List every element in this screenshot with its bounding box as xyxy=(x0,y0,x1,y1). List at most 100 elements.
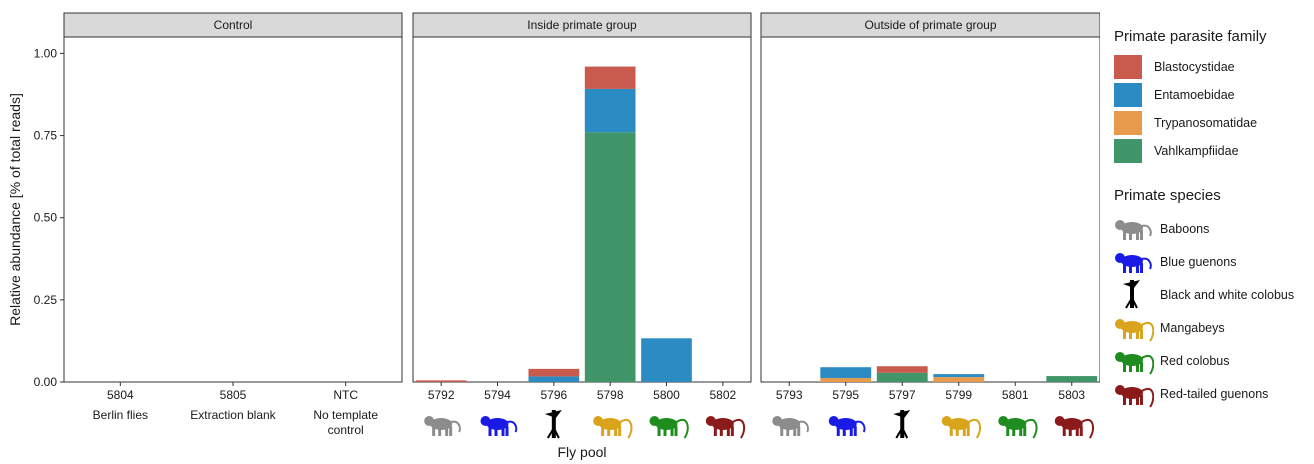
monkey-leg xyxy=(488,426,492,436)
monkey-head xyxy=(593,416,604,426)
monkey-tail xyxy=(732,419,746,439)
monkey-tail xyxy=(450,420,461,433)
bar-entamoebidae xyxy=(641,338,692,382)
monkey-leg xyxy=(836,426,840,436)
bar-trypanosomatidae xyxy=(933,377,985,382)
monkey-leg xyxy=(494,427,498,436)
monkey-head xyxy=(1115,219,1125,230)
legend-swatch xyxy=(1114,139,1142,163)
monkey-leg xyxy=(1079,426,1083,436)
monkey-head xyxy=(649,416,660,426)
colobus-body xyxy=(551,410,556,438)
monkey-leg xyxy=(1123,361,1126,372)
y-tick-label: 0.25 xyxy=(34,293,58,307)
x-sublabel: Extraction blank xyxy=(190,408,276,422)
monkey-tail xyxy=(1081,419,1095,439)
monkey-leg xyxy=(607,427,611,436)
monkey-leg xyxy=(1075,427,1079,436)
species-label: Blue guenons xyxy=(1160,254,1237,269)
monkey-tail xyxy=(855,420,866,433)
red-tailed-guenon-icon xyxy=(1054,416,1095,439)
y-tick-label: 0.00 xyxy=(34,375,58,389)
x-tick-label: 5796 xyxy=(540,388,567,402)
x-tick-label: 5800 xyxy=(653,388,680,402)
monkey-head xyxy=(772,416,783,426)
monkey-leg xyxy=(1140,361,1143,372)
baboon-icon xyxy=(772,416,809,436)
monkey-head xyxy=(1115,252,1125,263)
bar-entamoebidae xyxy=(933,374,985,378)
species-item-red-tailed-guenons: Red-tailed guenons xyxy=(1114,377,1310,410)
red-colobus-icon xyxy=(1115,351,1154,375)
monkey-leg xyxy=(1136,395,1139,405)
monkey-tail xyxy=(675,419,689,439)
monkey-head xyxy=(424,416,435,426)
blue-guenon-icon xyxy=(480,416,518,436)
monkey-leg xyxy=(1129,230,1132,240)
panel-title: Outside of primate group xyxy=(864,18,996,32)
x-sublabel: control xyxy=(328,423,364,437)
x-tick-label: 5795 xyxy=(832,388,859,402)
y-axis-title: Relative abundance [% of total reads] xyxy=(7,93,23,326)
monkey-leg xyxy=(663,427,667,436)
monkey-leg xyxy=(793,427,797,436)
monkey-leg xyxy=(445,427,449,436)
panel-strip xyxy=(63,12,403,38)
legend-swatch xyxy=(1114,55,1142,79)
legend-swatch xyxy=(1114,83,1142,107)
x-tick-label: NTC xyxy=(333,388,358,402)
monkey-leg xyxy=(849,427,853,436)
monkey-leg xyxy=(1140,229,1143,240)
red-tailed-guenon-icon xyxy=(705,416,746,439)
bar-vahlkampfiidae xyxy=(1046,376,1098,382)
monkey-leg xyxy=(962,427,966,436)
stacked-bar-chart: Relative abundance [% of total reads] 0.0… xyxy=(7,12,1100,460)
monkey-leg xyxy=(438,427,442,436)
monkey-leg xyxy=(1129,362,1132,372)
red-tailed-guenon-icon xyxy=(1115,384,1154,408)
monkey-leg xyxy=(1006,426,1010,436)
monkey-head xyxy=(1115,318,1125,329)
monkey-leg xyxy=(730,426,734,436)
bar-vahlkampfiidae xyxy=(876,372,928,382)
mangabey-icon xyxy=(941,416,982,439)
colobus-body xyxy=(1130,279,1134,308)
legend-item-vahlkampfiidae: Vahlkampfiidae xyxy=(1114,137,1310,165)
panel-frame xyxy=(760,36,1100,383)
bar-entamoebidae xyxy=(820,367,872,379)
y-tick-label: 1.00 xyxy=(34,46,58,60)
bar-blastocystidae xyxy=(528,368,580,377)
monkey-tail xyxy=(968,419,982,439)
panel-control: Control 5804 Berlin flies 5805 Extraction bl… xyxy=(63,12,403,437)
monkey-leg xyxy=(1012,427,1016,436)
x-sublabel: No template xyxy=(313,408,378,422)
monkey-leg xyxy=(601,426,605,436)
monkey-tail xyxy=(1141,224,1152,236)
species-item-mangabeys: Mangabeys xyxy=(1114,311,1310,344)
legend: Primate parasite family Blastocystidae En… xyxy=(1114,28,1310,410)
legend-label: Blastocystidae xyxy=(1154,60,1235,74)
blue-guenon-icon xyxy=(828,416,866,436)
bar-vahlkampfiidae xyxy=(584,132,636,382)
x-tick-label: 5804 xyxy=(107,388,134,402)
species-label: Red colobus xyxy=(1160,353,1230,368)
x-tick-label: 5792 xyxy=(428,388,455,402)
monkey-leg xyxy=(1062,426,1066,436)
black-white-colobus-icon xyxy=(544,410,562,439)
monkey-head xyxy=(998,416,1009,426)
monkey-leg xyxy=(1068,427,1072,436)
legend-item-trypanosomatidae: Trypanosomatidae xyxy=(1114,109,1310,137)
species-legend: Baboons Blue guenons Black and white colob… xyxy=(1114,212,1310,410)
bar-blastocystidae xyxy=(876,366,928,373)
monkey-leg xyxy=(1123,262,1126,273)
monkey-head xyxy=(828,416,839,426)
monkey-tail xyxy=(799,420,809,433)
x-sublabel: Berlin flies xyxy=(93,408,148,422)
colobus-arms xyxy=(544,410,562,418)
species-label: Black and white colobus xyxy=(1160,287,1295,302)
legend-label: Vahlkampfiidae xyxy=(1154,144,1239,158)
legend-title-species: Primate species xyxy=(1114,187,1221,204)
family-legend: Blastocystidae Entamoebidae Trypanosomatid… xyxy=(1114,53,1310,165)
x-tick-label: 5799 xyxy=(945,388,972,402)
monkey-leg xyxy=(1136,230,1139,240)
